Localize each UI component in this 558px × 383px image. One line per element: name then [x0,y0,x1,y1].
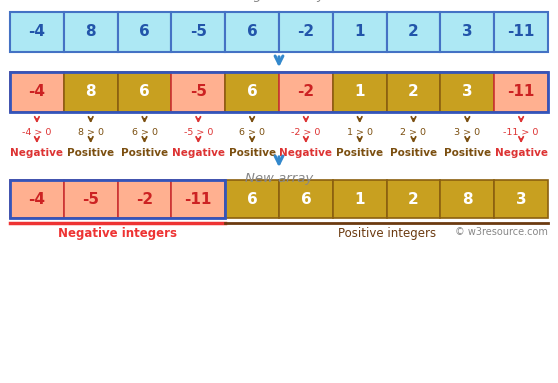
Text: -11: -11 [185,192,212,206]
FancyBboxPatch shape [171,12,225,52]
Text: 6: 6 [139,85,150,100]
Text: Positive: Positive [390,148,437,158]
Text: 2 > 0: 2 > 0 [401,128,426,137]
FancyBboxPatch shape [118,180,171,218]
Text: Negative: Negative [280,148,333,158]
Text: 2: 2 [408,25,419,39]
FancyBboxPatch shape [333,12,387,52]
FancyBboxPatch shape [333,72,387,112]
Text: -2: -2 [297,25,315,39]
Text: -4: -4 [28,25,45,39]
Text: 6: 6 [247,192,257,206]
FancyBboxPatch shape [225,12,279,52]
Text: 8 > 0: 8 > 0 [78,128,104,137]
Text: 8: 8 [85,25,96,39]
Text: 6: 6 [301,192,311,206]
FancyBboxPatch shape [279,12,333,52]
FancyBboxPatch shape [279,180,333,218]
FancyBboxPatch shape [494,72,548,112]
FancyBboxPatch shape [10,180,64,218]
Text: 6 > 0: 6 > 0 [239,128,265,137]
Text: -4: -4 [28,85,45,100]
Text: 8: 8 [85,85,96,100]
Text: Positive: Positive [444,148,491,158]
Text: New array: New array [245,172,313,185]
Text: 8: 8 [462,192,473,206]
Text: 2: 2 [408,192,419,206]
FancyBboxPatch shape [64,180,118,218]
Text: 6: 6 [247,85,257,100]
Text: -5: -5 [190,25,207,39]
Text: Original array: Original array [233,0,325,2]
FancyBboxPatch shape [225,72,279,112]
Text: -11: -11 [507,85,535,100]
Text: 1: 1 [354,192,365,206]
Text: Positive: Positive [67,148,114,158]
FancyBboxPatch shape [64,12,118,52]
Text: Positive: Positive [121,148,168,158]
Text: 3 > 0: 3 > 0 [454,128,480,137]
Text: -2: -2 [136,192,153,206]
Text: 1: 1 [354,85,365,100]
FancyBboxPatch shape [440,180,494,218]
Text: Negative: Negative [11,148,64,158]
FancyBboxPatch shape [171,72,225,112]
Text: -2 > 0: -2 > 0 [291,128,321,137]
Text: 1 > 0: 1 > 0 [347,128,373,137]
FancyBboxPatch shape [494,180,548,218]
Text: Negative: Negative [172,148,225,158]
Text: -5: -5 [190,85,207,100]
FancyBboxPatch shape [279,72,333,112]
Text: 3: 3 [462,25,473,39]
Text: Positive: Positive [229,148,276,158]
Text: 6 > 0: 6 > 0 [132,128,157,137]
Text: 2: 2 [408,85,419,100]
Text: Positive: Positive [336,148,383,158]
Text: 6: 6 [247,25,257,39]
FancyBboxPatch shape [225,180,279,218]
Text: -11: -11 [507,25,535,39]
FancyBboxPatch shape [333,180,387,218]
Text: -11 > 0: -11 > 0 [503,128,539,137]
FancyBboxPatch shape [10,72,64,112]
FancyBboxPatch shape [440,72,494,112]
FancyBboxPatch shape [494,12,548,52]
FancyBboxPatch shape [387,180,440,218]
Text: -4: -4 [28,192,45,206]
Text: Negative integers: Negative integers [58,227,177,240]
Text: Positive integers: Positive integers [338,227,436,240]
FancyBboxPatch shape [440,12,494,52]
FancyBboxPatch shape [387,72,440,112]
Text: 6: 6 [139,25,150,39]
Text: -2: -2 [297,85,315,100]
FancyBboxPatch shape [10,12,64,52]
Text: -4 > 0: -4 > 0 [22,128,51,137]
Text: © w3resource.com: © w3resource.com [455,227,548,237]
Text: 3: 3 [462,85,473,100]
Text: Negative: Negative [494,148,547,158]
FancyBboxPatch shape [118,72,171,112]
Text: 3: 3 [516,192,526,206]
FancyBboxPatch shape [64,72,118,112]
FancyBboxPatch shape [387,12,440,52]
Text: -5: -5 [82,192,99,206]
FancyBboxPatch shape [118,12,171,52]
Text: -5 > 0: -5 > 0 [184,128,213,137]
FancyBboxPatch shape [171,180,225,218]
Text: 1: 1 [354,25,365,39]
